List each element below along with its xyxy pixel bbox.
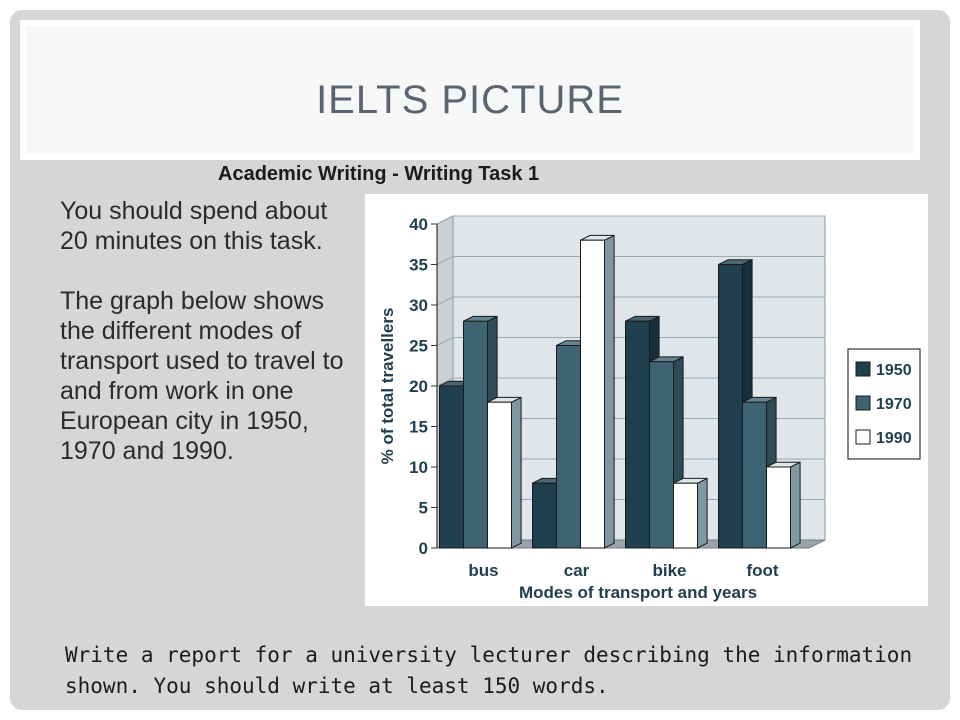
- bar-side: [511, 396, 522, 549]
- bar-bus-1970: [463, 320, 488, 549]
- bar-foot-1950: [718, 264, 743, 549]
- legend-swatch-1950: [855, 361, 871, 377]
- bar-bike-1990: [673, 482, 698, 549]
- bar-bike-1950: [625, 320, 650, 549]
- bar-side: [790, 461, 801, 549]
- gridline: [436, 337, 825, 346]
- bar-chart: 0 5 10 15 20 25 30 35 40 bus car bike foot Modes of t…: [378, 215, 921, 602]
- bar-side: [604, 234, 615, 549]
- gridline: [436, 215, 825, 225]
- instruction-line-1: Write a report for a university lecturer…: [65, 643, 913, 667]
- y-tick-label: 30: [409, 296, 428, 315]
- bar-bike-1970: [649, 361, 674, 549]
- x-category-label: car: [564, 561, 590, 580]
- legend-label-1950: 1950: [876, 362, 912, 379]
- y-tick-label: 40: [409, 215, 428, 234]
- chart-panel: 0 5 10 15 20 25 30 35 40 bus car bike foot Modes of t…: [365, 194, 928, 606]
- bar-car-1970: [556, 345, 581, 549]
- bar-car-1990: [580, 239, 605, 549]
- y-tick-label: 10: [409, 458, 428, 477]
- x-category-label: foot: [746, 561, 778, 580]
- y-tick-label: 5: [419, 499, 428, 518]
- y-tick-label: 15: [409, 418, 428, 437]
- legend-swatch-1990: [855, 429, 871, 445]
- x-category-label: bus: [468, 561, 498, 580]
- y-tick-label: 20: [409, 377, 428, 396]
- intro-text: You should spend about 20 minutes on thi…: [60, 196, 360, 466]
- gridline: [436, 256, 825, 265]
- y-axis-title: % of total travellers: [378, 308, 397, 465]
- legend-label-1970: 1970: [876, 396, 912, 413]
- instruction-line-2: shown. You should write at least 150 wor…: [65, 674, 609, 698]
- bar-foot-1990: [766, 466, 791, 549]
- legend-label-1990: 1990: [876, 430, 912, 447]
- gridline: [436, 377, 825, 387]
- title-box: IELTS PICTURE: [20, 20, 920, 160]
- legend-swatch-1970: [855, 395, 871, 411]
- intro-paragraph-description: The graph below shows the different mode…: [60, 287, 344, 465]
- gridline: [436, 296, 825, 306]
- x-category-label: bike: [652, 561, 686, 580]
- bar-side: [697, 477, 708, 549]
- y-tick-label: 35: [409, 256, 428, 275]
- y-tick-label: 0: [419, 539, 428, 558]
- writing-instructions: Write a report for a university lecturer…: [65, 640, 945, 702]
- bar-car-1950: [532, 482, 557, 549]
- x-axis-title: Modes of transport and years: [519, 583, 757, 602]
- y-tick-label: 25: [409, 337, 428, 356]
- intro-paragraph-time: You should spend about 20 minutes on thi…: [60, 197, 328, 255]
- bar-foot-1970: [742, 401, 767, 549]
- slide-title: IELTS PICTURE: [316, 78, 624, 122]
- bar-bus-1990: [487, 401, 512, 549]
- bar-bus-1950: [439, 385, 464, 549]
- slide-subtitle: Academic Writing - Writing Task 1: [218, 163, 540, 185]
